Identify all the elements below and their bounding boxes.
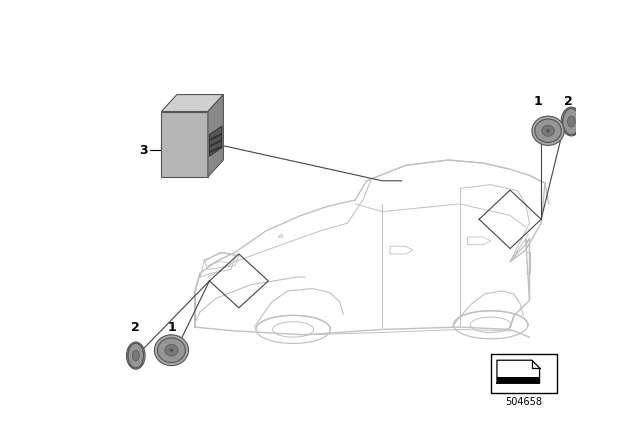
Ellipse shape <box>563 108 580 134</box>
Ellipse shape <box>170 349 173 352</box>
Polygon shape <box>161 112 208 177</box>
Polygon shape <box>161 95 223 112</box>
Polygon shape <box>209 126 222 156</box>
Ellipse shape <box>535 119 561 142</box>
Ellipse shape <box>127 342 145 369</box>
Text: 504658: 504658 <box>505 397 542 407</box>
Text: 3: 3 <box>140 143 148 156</box>
Ellipse shape <box>154 335 189 366</box>
Ellipse shape <box>128 343 143 368</box>
Ellipse shape <box>547 129 550 132</box>
Ellipse shape <box>561 107 582 136</box>
Polygon shape <box>208 95 223 177</box>
Text: 1: 1 <box>167 321 176 334</box>
Text: 2: 2 <box>131 321 140 334</box>
Ellipse shape <box>542 125 554 136</box>
Ellipse shape <box>157 338 186 362</box>
Ellipse shape <box>532 116 564 146</box>
Text: 1: 1 <box>534 95 543 108</box>
Ellipse shape <box>128 343 143 368</box>
Ellipse shape <box>563 108 580 134</box>
Ellipse shape <box>165 345 178 356</box>
Bar <box>491 354 557 392</box>
Text: 2: 2 <box>564 95 573 108</box>
Ellipse shape <box>568 116 575 127</box>
Bar <box>497 377 540 383</box>
Ellipse shape <box>132 350 140 361</box>
